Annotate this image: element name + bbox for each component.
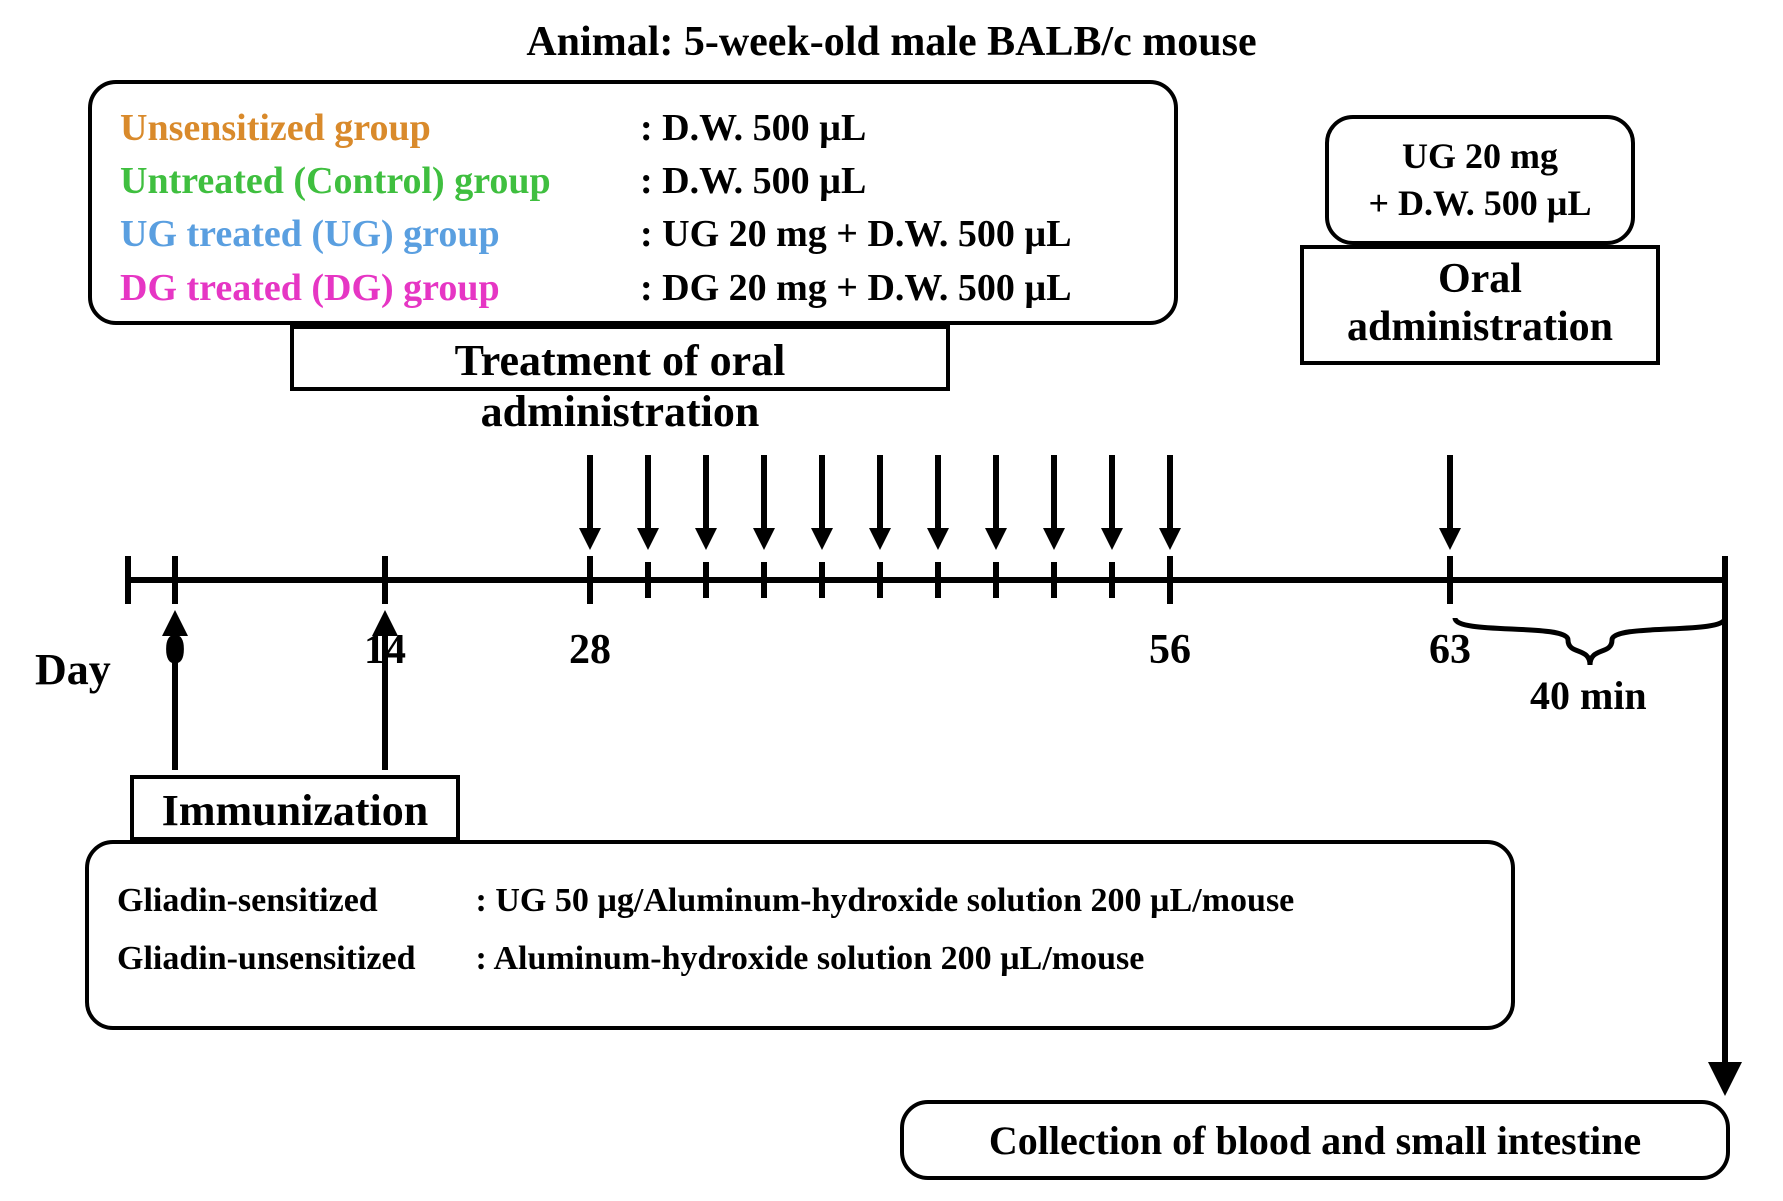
immunization-value: : Aluminum-hydroxide solution 200 µL/mou…	[467, 940, 1144, 977]
immunization-name: Gliadin-sensitized	[117, 872, 467, 930]
treatment-arrow	[927, 455, 949, 550]
immunization-arrow	[372, 610, 398, 770]
treatment-arrow	[1159, 455, 1181, 550]
immunization-box: Gliadin-sensitized : UG 50 µg/Aluminum-h…	[85, 840, 1515, 1030]
brace	[1455, 615, 1725, 675]
oral-arrow	[1439, 455, 1461, 550]
immunization-label: Immunization	[162, 786, 428, 835]
treatment-arrow	[579, 455, 601, 550]
treatment-arrow	[811, 455, 833, 550]
treatment-arrow	[637, 455, 659, 550]
treatment-arrow	[1101, 455, 1123, 550]
immunization-label-box: Immunization	[130, 775, 460, 841]
treatment-arrow	[869, 455, 891, 550]
immunization-arrow	[162, 610, 188, 770]
immunization-name: Gliadin-unsensitized	[117, 930, 467, 988]
collection-label: Collection of blood and small intestine	[989, 1117, 1641, 1164]
brace-label: 40 min	[1530, 672, 1647, 719]
treatment-arrow	[753, 455, 775, 550]
treatment-arrow	[985, 455, 1007, 550]
endpoint-arrow	[1708, 604, 1742, 1096]
immunization-row: Gliadin-unsensitized : Aluminum-hydroxid…	[117, 930, 1483, 988]
treatment-arrow	[695, 455, 717, 550]
treatment-arrow	[1043, 455, 1065, 550]
immunization-value: : UG 50 µg/Aluminum-hydroxide solution 2…	[467, 882, 1294, 919]
immunization-row: Gliadin-sensitized : UG 50 µg/Aluminum-h…	[117, 872, 1483, 930]
collection-box: Collection of blood and small intestine	[900, 1100, 1730, 1180]
